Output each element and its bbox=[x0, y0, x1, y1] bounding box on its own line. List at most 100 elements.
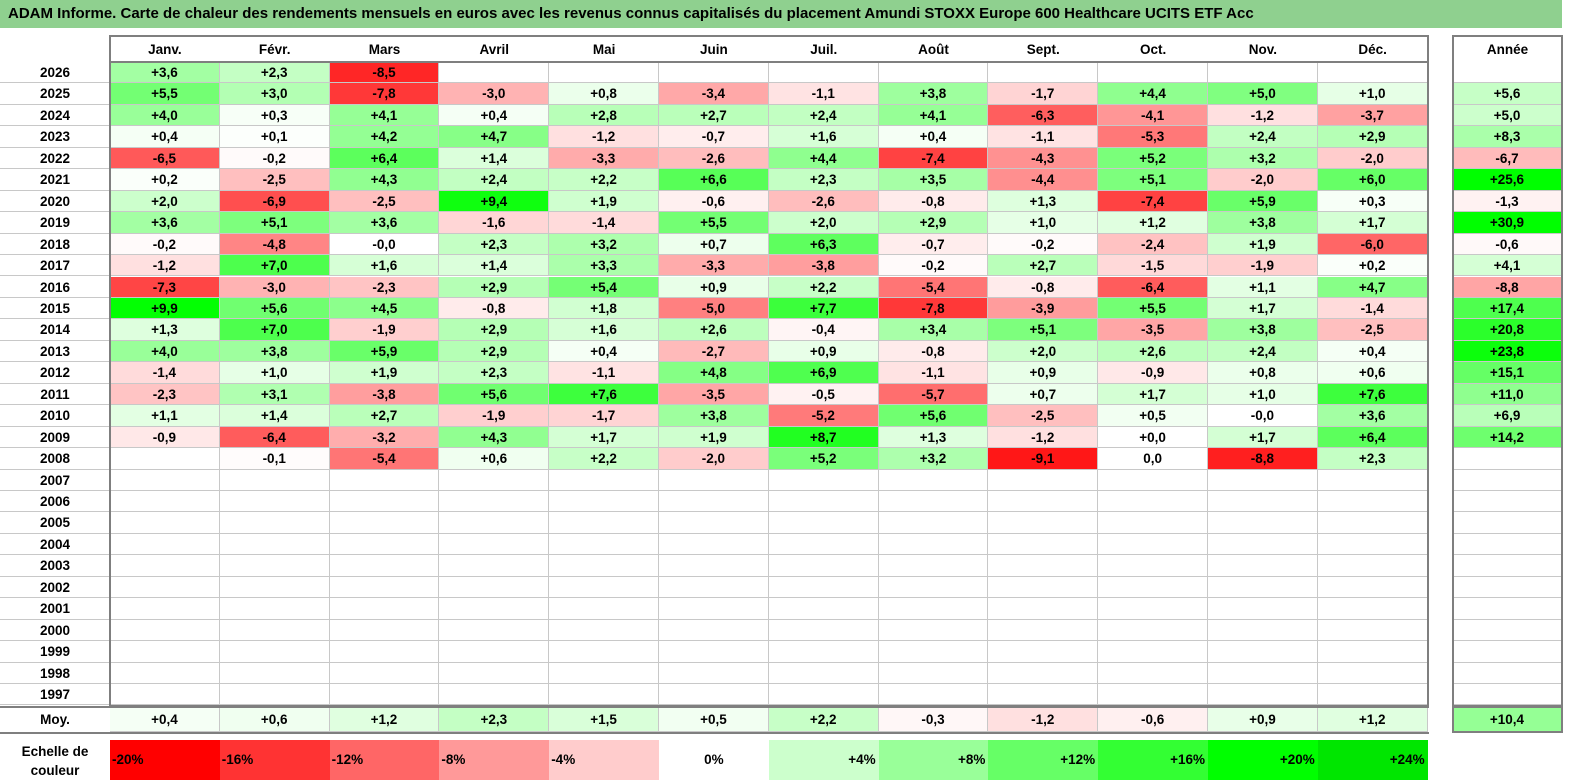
annual-cell bbox=[1453, 448, 1562, 470]
heatmap-cell: +5,1 bbox=[1098, 169, 1208, 191]
heatmap-cell: -3,3 bbox=[549, 147, 659, 170]
heatmap-cell: +1,9 bbox=[659, 426, 769, 449]
heatmap-cell: -0,9 bbox=[110, 426, 220, 449]
heatmap-cell: -1,2 bbox=[1208, 104, 1318, 127]
heatmap-cell: +0,4 bbox=[1317, 340, 1428, 363]
heatmap-cell bbox=[549, 512, 659, 534]
color-scale-stop: +24% bbox=[1317, 740, 1428, 780]
heatmap-cell: -3,5 bbox=[1098, 319, 1208, 341]
heatmap-cell bbox=[1208, 598, 1318, 620]
annual-cell bbox=[1453, 491, 1562, 513]
month-header: Oct. bbox=[1139, 42, 1167, 57]
year-label: 2004 bbox=[0, 534, 110, 556]
heatmap-cell: -3,8 bbox=[329, 383, 440, 406]
average-cell: -0,3 bbox=[878, 708, 989, 732]
heatmap-cell: -2,3 bbox=[329, 276, 440, 298]
month-header: Août bbox=[918, 42, 949, 57]
heatmap-cell: -1,7 bbox=[549, 405, 659, 427]
heatmap-cell bbox=[1317, 598, 1428, 620]
heatmap-cell: -1,4 bbox=[110, 362, 220, 384]
heatmap-cell bbox=[1208, 662, 1318, 685]
heatmap-cell: -5,4 bbox=[878, 276, 989, 298]
heatmap-cell bbox=[768, 533, 879, 556]
heatmap-cell: +2,2 bbox=[549, 448, 659, 470]
heatmap-cell bbox=[659, 641, 769, 663]
heatmap-cell: +3,4 bbox=[878, 319, 989, 341]
heatmap-cell bbox=[549, 641, 659, 663]
heatmap-cell bbox=[988, 641, 1099, 663]
color-scale-label: Echelle de couleur bbox=[21, 744, 89, 778]
heatmap-cell bbox=[439, 469, 550, 491]
annual-cell: +20,8 bbox=[1453, 319, 1562, 341]
heatmap-cell: -7,4 bbox=[1098, 190, 1208, 213]
heatmap-cell bbox=[439, 491, 550, 513]
heatmap-cell: +0,2 bbox=[1317, 255, 1428, 277]
heatmap-cell bbox=[549, 555, 659, 577]
heatmap-cell bbox=[768, 576, 879, 599]
average-annual-cell: +10,4 bbox=[1453, 708, 1562, 732]
average-cell: +1,5 bbox=[549, 708, 659, 732]
year-label: 2015 bbox=[0, 298, 110, 320]
heatmap-cell bbox=[878, 684, 989, 706]
heatmap-cell bbox=[878, 62, 989, 84]
heatmap-cell bbox=[549, 62, 659, 84]
heatmap-cell bbox=[329, 512, 440, 534]
heatmap-cell: +1,1 bbox=[1208, 276, 1318, 298]
heatmap-cell bbox=[659, 62, 769, 84]
average-cell: +0,5 bbox=[659, 708, 769, 732]
heatmap-cell: +2,9 bbox=[878, 212, 989, 234]
heatmap-cell: -2,4 bbox=[1098, 233, 1208, 256]
heatmap-cell: +6,3 bbox=[768, 233, 879, 256]
annual-cell bbox=[1453, 533, 1562, 556]
year-label: 2016 bbox=[0, 277, 110, 298]
heatmap-cell bbox=[1208, 512, 1318, 534]
heatmap-cell: +7,7 bbox=[768, 297, 879, 320]
year-label: 2012 bbox=[0, 362, 110, 384]
heatmap-cell bbox=[549, 469, 659, 491]
month-header: Avril bbox=[479, 42, 510, 57]
heatmap-cell: +1,6 bbox=[329, 255, 440, 277]
heatmap-cell bbox=[1317, 512, 1428, 534]
heatmap-cell: +3,2 bbox=[549, 233, 659, 256]
heatmap-cell bbox=[768, 62, 879, 84]
color-scale-stop: +8% bbox=[878, 740, 989, 780]
heatmap-cell bbox=[1208, 576, 1318, 599]
heatmap-cell: +2,7 bbox=[659, 104, 769, 127]
average-cell: +0,6 bbox=[219, 708, 330, 732]
heatmap-cell: -2,0 bbox=[1317, 147, 1428, 170]
annual-cell bbox=[1453, 641, 1562, 663]
year-label: 2006 bbox=[0, 491, 110, 513]
heatmap-cell: +2,0 bbox=[110, 190, 220, 213]
month-header: Juin bbox=[700, 42, 728, 57]
year-label: 1997 bbox=[0, 684, 110, 706]
average-cell: +1,2 bbox=[1317, 708, 1428, 732]
heatmap-cell: -4,3 bbox=[988, 147, 1099, 170]
heatmap-cell: +1,2 bbox=[1098, 212, 1208, 234]
heatmap-cell bbox=[659, 576, 769, 599]
heatmap-cell: +5,2 bbox=[768, 448, 879, 470]
heatmap-cell bbox=[439, 533, 550, 556]
color-scale-stop: -4% bbox=[549, 740, 659, 780]
heatmap-cell: +0,1 bbox=[219, 126, 330, 148]
heatmap-cell: -5,0 bbox=[659, 297, 769, 320]
heatmap-cell: +1,0 bbox=[1208, 383, 1318, 406]
annual-cell bbox=[1453, 512, 1562, 534]
annual-header: Année bbox=[1486, 42, 1529, 57]
heatmap-cell: +7,6 bbox=[549, 383, 659, 406]
heatmap-cell: +4,3 bbox=[329, 169, 440, 191]
heatmap-cell: +1,7 bbox=[549, 426, 659, 449]
heatmap-cell: -3,0 bbox=[439, 83, 550, 105]
heatmap-cell: +1,6 bbox=[768, 126, 879, 148]
heatmap-cell: -3,0 bbox=[219, 276, 330, 298]
year-label: 1999 bbox=[0, 641, 110, 663]
annual-cell: +5,6 bbox=[1453, 83, 1562, 105]
heatmap-cell: -1,9 bbox=[329, 319, 440, 341]
heatmap-cell bbox=[110, 619, 220, 642]
annual-cell: -1,3 bbox=[1453, 190, 1562, 213]
heatmap-cell: +2,2 bbox=[549, 169, 659, 191]
heatmap-cell bbox=[988, 469, 1099, 491]
heatmap-cell bbox=[1098, 469, 1208, 491]
heatmap-cell: +2,0 bbox=[988, 340, 1099, 363]
heatmap-cell bbox=[1098, 491, 1208, 513]
heatmap-cell bbox=[1317, 662, 1428, 685]
